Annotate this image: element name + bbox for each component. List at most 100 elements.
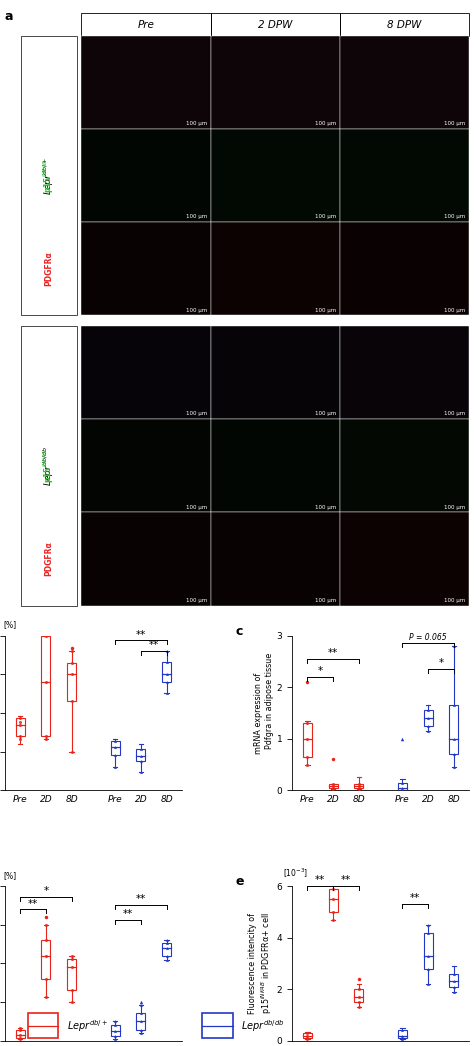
Text: e: e [235,876,244,888]
Bar [82,419,210,513]
Bar [354,784,363,789]
Bar [424,710,433,726]
Text: **: ** [123,909,133,919]
Text: p15$^{INK4B}$: p15$^{INK4B}$ [42,449,56,483]
Text: **: ** [136,894,146,904]
Text: 100 μm: 100 μm [315,214,336,220]
Text: 100 μm: 100 μm [315,308,336,313]
Bar [82,326,210,419]
Text: **: ** [315,876,325,885]
Bar [82,14,210,36]
Text: **: ** [410,893,420,904]
Bar [137,749,146,760]
Bar [340,14,469,36]
Text: PDGFRα: PDGFRα [45,251,54,287]
Text: $Lepr^{db/db}$: $Lepr^{db/db}$ [42,446,56,486]
Text: a: a [5,10,13,23]
Bar [340,513,469,606]
Bar [210,130,340,223]
Bar [210,513,340,606]
Bar [111,741,120,755]
Bar [210,326,340,419]
Bar [449,705,458,754]
Text: **: ** [341,876,351,885]
Text: c: c [235,624,243,638]
Text: $Lepr^{db/+}$: $Lepr^{db/+}$ [67,1018,109,1033]
Bar [210,419,340,513]
Bar [449,974,458,986]
Text: 100 μm: 100 μm [444,597,465,602]
Bar [41,940,50,979]
Text: 100 μm: 100 μm [315,411,336,416]
Bar [340,36,469,130]
Text: 100 μm: 100 μm [315,504,336,509]
Text: Merge: Merge [45,361,54,385]
Text: 100 μm: 100 μm [315,597,336,602]
Text: 8 DPW: 8 DPW [387,20,422,29]
Bar [21,326,77,606]
Text: 100 μm: 100 μm [186,411,207,416]
Text: **: ** [328,649,338,658]
Bar [111,1025,120,1037]
Bar [82,223,210,316]
Text: Pre: Pre [137,20,155,29]
Bar [340,326,469,419]
Bar [340,223,469,316]
Text: 100 μm: 100 μm [444,308,465,313]
Bar [162,662,171,682]
Bar [328,784,337,788]
Bar [210,223,340,316]
Text: *: * [318,666,323,676]
Bar [16,1030,25,1038]
Text: *: * [438,658,444,668]
Text: $Lepr^{db/db}$: $Lepr^{db/db}$ [241,1018,285,1033]
Text: 100 μm: 100 μm [186,214,207,220]
Text: 100 μm: 100 μm [444,411,465,416]
Text: 2 DPW: 2 DPW [258,20,292,29]
Bar [210,36,340,130]
Bar [354,990,363,1002]
Text: **: ** [149,640,159,651]
Text: [%]: [%] [3,620,16,630]
Bar [424,933,433,969]
Y-axis label: Fluorescence intencity of
p15$^{INK4B}$ in PDGFRα+ cell: Fluorescence intencity of p15$^{INK4B}$ … [248,912,273,1015]
Text: 100 μm: 100 μm [444,121,465,127]
Bar [16,718,25,736]
Bar [210,14,340,36]
Bar [340,419,469,513]
Text: P = 0.065: P = 0.065 [410,633,447,642]
Bar [82,36,210,130]
Bar [67,663,76,701]
Bar [27,1013,58,1039]
Bar [82,513,210,606]
Bar [21,36,77,316]
Text: Merge: Merge [45,71,54,94]
Text: 100 μm: 100 μm [444,214,465,220]
Bar [162,943,171,956]
Y-axis label: mRNA expression of
   Pdfgra in adipose tissue: mRNA expression of Pdfgra in adipose tis… [255,653,273,773]
Text: **: ** [136,630,146,639]
Bar [398,1030,407,1039]
Text: 100 μm: 100 μm [186,308,207,313]
Text: $Lepr^{db/+}$: $Lepr^{db/+}$ [42,157,56,195]
Bar [41,636,50,736]
Text: PDGFRα: PDGFRα [45,542,54,576]
Text: p15$^{INK4B}$: p15$^{INK4B}$ [42,159,56,192]
Text: [10$^{-3}$]: [10$^{-3}$] [283,867,308,880]
Bar [82,130,210,223]
Bar [67,959,76,990]
Text: 100 μm: 100 μm [444,504,465,509]
Bar [328,889,337,912]
Text: *: * [43,886,48,896]
Bar [303,723,312,756]
Text: [%]: [%] [3,871,16,880]
Text: 100 μm: 100 μm [186,504,207,509]
Bar [340,130,469,223]
Text: 100 μm: 100 μm [315,121,336,127]
Text: 100 μm: 100 μm [186,121,207,127]
Bar [398,782,407,791]
Bar [137,1013,146,1030]
Text: **: ** [28,899,38,909]
Text: 100 μm: 100 μm [186,597,207,602]
Bar [202,1013,233,1039]
